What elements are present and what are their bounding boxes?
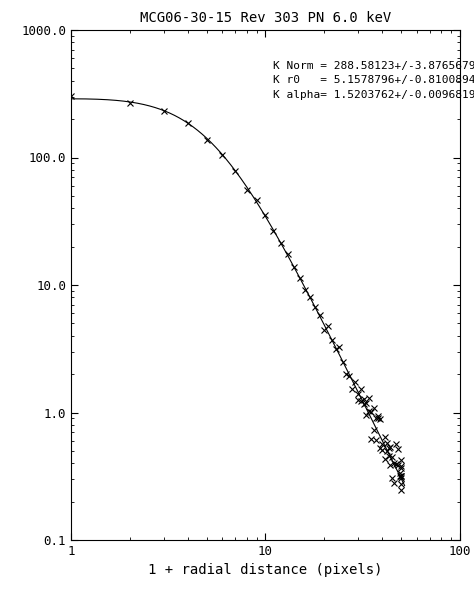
Text: K Norm = 288.58123+/-3.8765679
K r0   = 5.1578796+/-0.81008947
K alpha= 1.520376: K Norm = 288.58123+/-3.8765679 K r0 = 5.… <box>273 61 474 100</box>
X-axis label: 1 + radial distance (pixels): 1 + radial distance (pixels) <box>148 563 383 577</box>
Title: MCG06-30-15 Rev 303 PN 6.0 keV: MCG06-30-15 Rev 303 PN 6.0 keV <box>140 11 391 25</box>
